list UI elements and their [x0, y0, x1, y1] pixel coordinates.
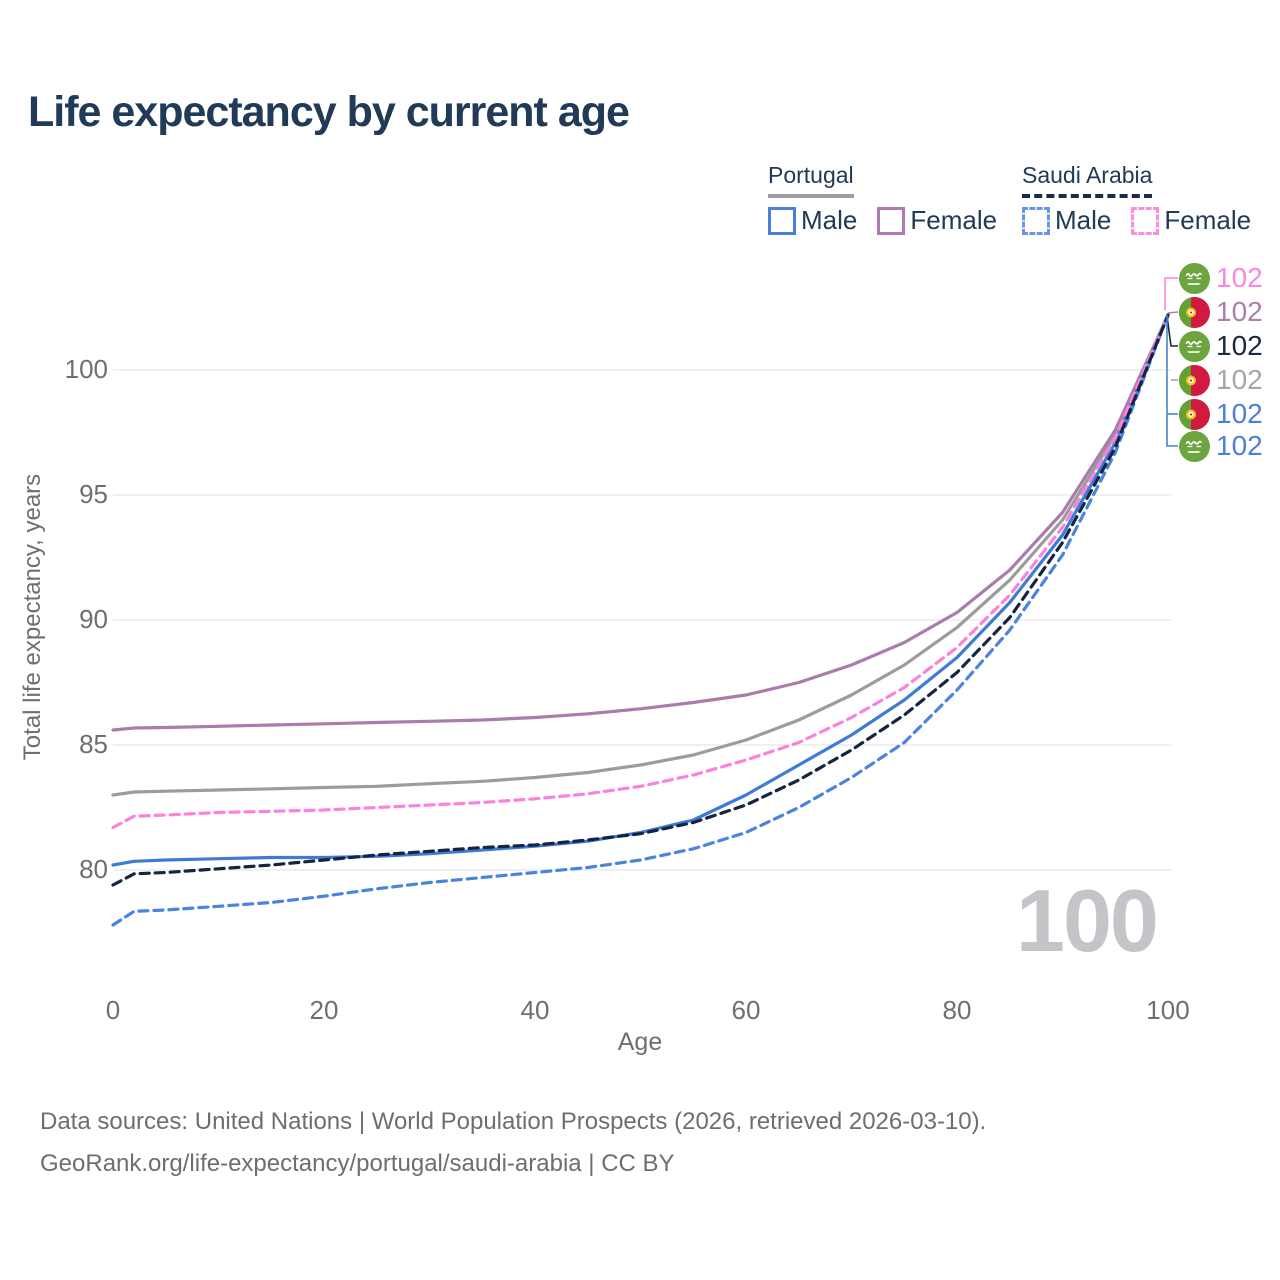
end-label-value: 102 — [1216, 262, 1263, 293]
end-label-row-saudi-arabia-2: 102 — [1179, 330, 1263, 362]
footer-data-sources: Data sources: United Nations | World Pop… — [40, 1108, 987, 1135]
end-label-connector-0 — [1164, 277, 1178, 310]
portugal-female-swatch-icon — [877, 206, 906, 235]
legend-saudi-items: Male Female — [1022, 205, 1271, 236]
y-tick-label-100: 100 — [64, 354, 108, 384]
end-label-row-portugal-3: 102 — [1179, 364, 1263, 396]
saudi-arabia-flag-icon — [1179, 330, 1210, 362]
legend-item-portugal-male: Male — [768, 205, 857, 236]
y-axis-title: Total life expectancy, years — [19, 473, 46, 761]
series-line-saudi-arabia-male — [111, 313, 1170, 927]
y-tick-label-90: 90 — [79, 604, 108, 634]
series-line-portugal-total — [111, 313, 1170, 797]
x-tick-label-20: 20 — [309, 995, 339, 1025]
end-label-connector-2 — [1166, 315, 1178, 347]
series-line-portugal-male — [111, 313, 1170, 867]
x-tick-label-60: 60 — [731, 995, 761, 1025]
line-chart-plot — [111, 277, 1179, 927]
legend-portugal-label: Portugal — [768, 162, 854, 198]
end-label-value: 102 — [1216, 330, 1263, 361]
end-label-row-portugal-4: 102 — [1179, 398, 1263, 430]
portugal-male-swatch-icon — [768, 206, 796, 235]
saudi-male-swatch-icon — [1022, 206, 1050, 235]
legend-item-saudi-male: Male — [1022, 205, 1111, 236]
legend-group-portugal: Portugal Male Female — [768, 162, 1017, 236]
end-label-connector-1 — [1167, 311, 1179, 314]
legend-item-label: Male — [1055, 205, 1112, 235]
chart-title: Life expectancy by current age — [28, 88, 630, 136]
x-tick-label-0: 0 — [105, 995, 121, 1025]
legend-item-label: Female — [1164, 205, 1252, 235]
legend-item-saudi-female: Female — [1131, 205, 1251, 236]
portugal-flag-icon — [1179, 364, 1210, 396]
x-tick-label-100: 100 — [1146, 995, 1190, 1025]
end-label-value: 102 — [1216, 398, 1263, 429]
series-line-saudi-arabia-total — [111, 313, 1170, 887]
portugal-flag-icon — [1179, 296, 1210, 328]
legend-group-saudi-arabia: Saudi Arabia Male Female — [1022, 162, 1271, 236]
end-label-row-saudi-arabia-5: 102 — [1179, 430, 1263, 462]
end-label-connector-5 — [1166, 315, 1178, 447]
saudi-arabia-flag-icon — [1179, 430, 1210, 462]
legend-item-portugal-female: Female — [877, 205, 997, 236]
saudi-female-swatch-icon — [1131, 206, 1160, 235]
legend-portugal-items: Male Female — [768, 205, 1017, 236]
x-tick-label-80: 80 — [942, 995, 972, 1025]
y-tick-label-85: 85 — [79, 729, 108, 759]
end-label-row-saudi-arabia-0: 102 — [1179, 262, 1263, 294]
end-label-value: 102 — [1216, 364, 1263, 395]
saudi-arabia-flag-icon — [1179, 262, 1210, 294]
series-line-portugal-female — [111, 313, 1170, 732]
x-tick-label-40: 40 — [520, 995, 550, 1025]
x-axis-title: Age — [617, 1028, 663, 1056]
legend-item-label: Female — [910, 205, 998, 235]
legend-saudi-arabia-label: Saudi Arabia — [1022, 162, 1153, 198]
y-tick-label-95: 95 — [79, 479, 108, 509]
end-label-row-portugal-1: 102 — [1179, 296, 1263, 328]
end-label-value: 102 — [1216, 430, 1263, 461]
series-line-saudi-arabia-female — [111, 313, 1170, 830]
legend-item-label: Male — [801, 205, 858, 235]
current-age-watermark: 100 — [1016, 871, 1159, 970]
portugal-flag-icon — [1179, 398, 1210, 430]
end-label-value: 102 — [1216, 296, 1263, 327]
footer-attribution: GeoRank.org/life-expectancy/portugal/sau… — [40, 1150, 675, 1177]
y-tick-label-80: 80 — [79, 854, 108, 884]
